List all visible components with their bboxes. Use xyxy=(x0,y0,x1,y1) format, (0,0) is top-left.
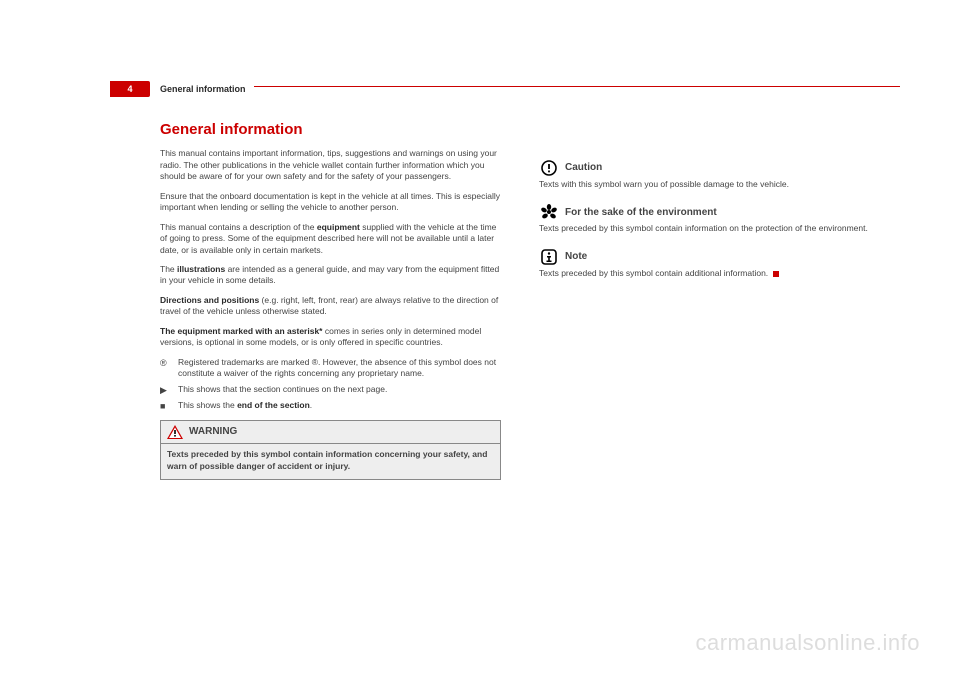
paragraph: The illustrations are intended as a gene… xyxy=(160,264,501,287)
notice-header: For the sake of the environment xyxy=(539,204,880,220)
bold-text: illustrations xyxy=(177,264,225,274)
watermark: carmanualsonline.info xyxy=(695,630,920,656)
warning-body: Texts preceded by this symbol contain in… xyxy=(161,444,500,479)
text: This manual contains a description of th… xyxy=(160,222,317,232)
page-header: 4 General information xyxy=(110,80,900,98)
text: Texts preceded by this symbol contain ad… xyxy=(539,268,768,278)
bold-text: Directions and positions xyxy=(160,295,259,305)
symbol-text: This shows the end of the section. xyxy=(178,400,501,412)
bold-text: end of the section xyxy=(237,400,310,410)
environment-notice: For the sake of the environment Texts pr… xyxy=(539,204,880,234)
warning-icon xyxy=(167,425,183,439)
symbol-row: ■ This shows the end of the section. xyxy=(160,400,501,412)
symbol-text: Registered trademarks are marked ®. Howe… xyxy=(178,357,501,380)
page-header-title: General information xyxy=(160,84,246,94)
right-column: Caution Texts with this symbol warn you … xyxy=(539,120,880,480)
symbol-list: ® Registered trademarks are marked ®. Ho… xyxy=(160,357,501,412)
text: . xyxy=(310,400,312,410)
note-icon xyxy=(539,249,559,265)
left-column: General information This manual contains… xyxy=(160,120,501,480)
note-label: Note xyxy=(565,250,587,264)
symbol-text: This shows that the section continues on… xyxy=(178,384,501,396)
caution-notice: Caution Texts with this symbol warn you … xyxy=(539,160,880,190)
paragraph: This manual contains important informati… xyxy=(160,148,501,182)
text: This shows the xyxy=(178,400,237,410)
note-text: Texts preceded by this symbol contain ad… xyxy=(539,268,880,279)
environment-text: Texts preceded by this symbol contain in… xyxy=(539,223,880,234)
paragraph: Directions and positions (e.g. right, le… xyxy=(160,295,501,318)
paragraph: The equipment marked with an asterisk* c… xyxy=(160,326,501,349)
notice-header: Caution xyxy=(539,160,880,176)
caution-label: Caution xyxy=(565,161,602,175)
content-area: General information This manual contains… xyxy=(160,120,880,480)
environment-label: For the sake of the environment xyxy=(565,206,717,220)
header-rule xyxy=(254,86,900,87)
end-symbol: ■ xyxy=(160,400,178,412)
caution-text: Texts with this symbol warn you of possi… xyxy=(539,179,880,190)
continue-symbol: ▶ xyxy=(160,384,178,396)
bold-text: equipment xyxy=(317,222,360,232)
section-heading: General information xyxy=(160,120,501,140)
warning-header: WARNING xyxy=(161,421,500,444)
note-notice: Note Texts preceded by this symbol conta… xyxy=(539,249,880,279)
environment-icon xyxy=(539,204,559,220)
warning-box: WARNING Texts preceded by this symbol co… xyxy=(160,420,501,480)
caution-icon xyxy=(539,160,559,176)
text: The xyxy=(160,264,177,274)
symbol-row: ® Registered trademarks are marked ®. Ho… xyxy=(160,357,501,380)
symbol-row: ▶ This shows that the section continues … xyxy=(160,384,501,396)
paragraph: This manual contains a description of th… xyxy=(160,222,501,256)
bold-text: The equipment marked with an asterisk* xyxy=(160,326,323,336)
end-of-section-marker xyxy=(773,271,779,277)
notice-header: Note xyxy=(539,249,880,265)
page-number-tab: 4 xyxy=(110,81,150,97)
paragraph: Ensure that the onboard documentation is… xyxy=(160,191,501,214)
registered-symbol: ® xyxy=(160,357,178,380)
warning-label: WARNING xyxy=(189,425,237,439)
